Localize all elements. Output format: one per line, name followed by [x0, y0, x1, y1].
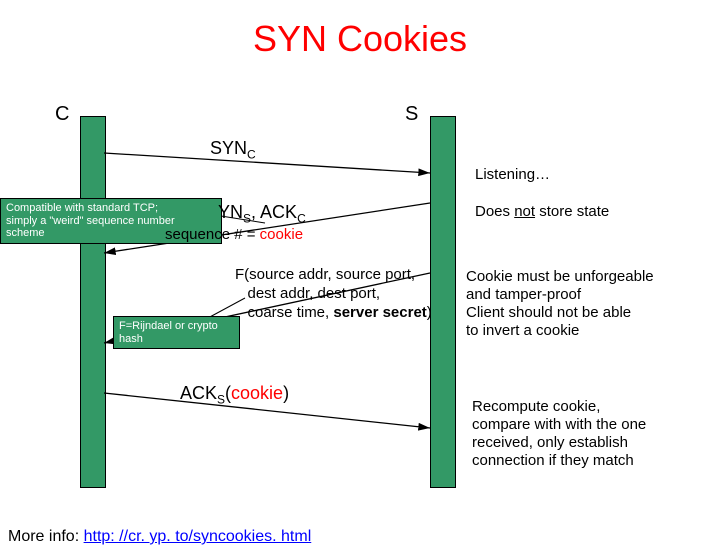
no-state-pre: Does [475, 203, 514, 220]
syn-c-sub: C [247, 148, 256, 162]
page-title: SYN Cookies [0, 18, 720, 60]
synack-p1: YN [218, 202, 243, 222]
no-state-not: not [514, 203, 535, 220]
synack-s1: S [243, 212, 251, 226]
ack-s-close: ) [283, 383, 289, 403]
note-unforgeable: Cookie must be unforgeable and tamper-pr… [466, 268, 654, 340]
seq-cookie: cookie [260, 226, 303, 243]
f-suffix: ) [427, 304, 432, 321]
synack-s2: C [297, 212, 306, 226]
ack-s-sub: S [217, 393, 225, 407]
msg-seq-cookie: sequence # = cookie [165, 226, 303, 243]
msg-syn-c: SYNC [210, 138, 256, 162]
f-secret: server secret [333, 304, 426, 321]
note-recompute: Recompute cookie, compare with with the … [472, 398, 646, 470]
server-label: S [405, 103, 418, 126]
sequence-diagram: C S SYNC Compatible with standard TCP; s… [0, 98, 720, 518]
seq-prefix: sequence # = [165, 226, 260, 243]
more-info-label: More info: [8, 528, 84, 545]
note-listening: Listening… [475, 166, 550, 184]
msg-ack-s: ACKS(cookie) [180, 383, 289, 407]
callout-rijndael: F=Rijndael or crypto hash [113, 316, 240, 349]
ack-s-label: ACK [180, 383, 217, 403]
client-label: C [55, 103, 69, 126]
callout-rijndael-text: F=Rijndael or crypto hash [119, 320, 218, 345]
more-info-link[interactable]: http: //cr. yp. to/syncookies. html [84, 528, 312, 545]
msg-f-formula: F(source addr, source port, dest addr, d… [235, 266, 432, 322]
callout-compat-text: Compatible with standard TCP; simply a "… [6, 202, 175, 239]
server-lifeline [430, 116, 456, 488]
syn-c-label: SYN [210, 138, 247, 158]
synack-p2: , ACK [251, 202, 297, 222]
msg-syn-ack: YNS, ACKC [218, 202, 306, 226]
no-state-post: store state [535, 203, 609, 220]
note-no-state: Does not store state [475, 203, 609, 221]
f-prefix: F( [235, 266, 249, 283]
ack-s-cookie: cookie [231, 383, 283, 403]
more-info: More info: http: //cr. yp. to/syncookies… [8, 528, 311, 546]
client-lifeline [80, 116, 106, 488]
